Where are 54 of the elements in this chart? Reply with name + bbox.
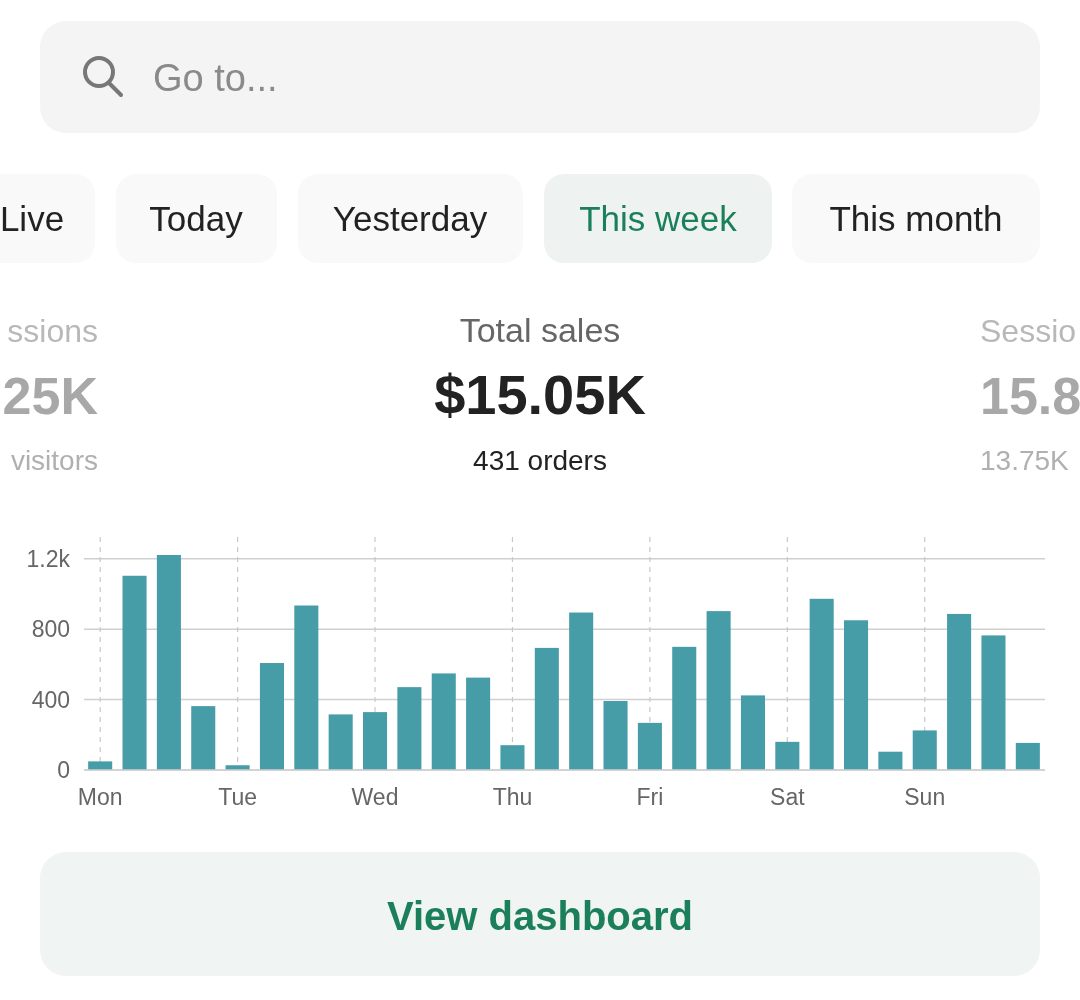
bar — [259, 663, 284, 770]
bar — [672, 646, 697, 770]
text: Sessio — [980, 313, 1077, 349]
text: Today — [149, 199, 244, 238]
bar — [981, 635, 1006, 770]
text: 431 orders — [473, 445, 607, 476]
x-tick-label: Wed — [351, 784, 399, 810]
bar — [534, 647, 559, 770]
bar — [912, 730, 937, 770]
y-tick-label: 400 — [31, 686, 70, 713]
text: This month — [829, 199, 1003, 238]
text: Go to... — [153, 57, 278, 99]
chart-title: Total sales — [459, 311, 621, 349]
bar — [88, 761, 113, 770]
x-tick-label: Mon — [77, 784, 123, 810]
bar — [500, 745, 525, 770]
text: 25K — [2, 367, 99, 425]
x-tick-label: Sun — [904, 784, 946, 810]
y-tick-label: 800 — [31, 616, 70, 643]
bar — [397, 687, 422, 770]
text: visitors — [10, 445, 98, 476]
bar — [844, 620, 869, 770]
bar — [740, 695, 765, 770]
bar — [706, 611, 731, 770]
bar — [809, 598, 834, 770]
bar — [947, 613, 972, 770]
bar — [637, 722, 662, 770]
text: 15.8 — [980, 367, 1080, 425]
bar — [363, 712, 388, 770]
bar — [466, 677, 491, 770]
chart-subtitle: $15.05K — [434, 363, 646, 426]
bar — [603, 701, 628, 770]
x-tick-label: Sat — [770, 784, 806, 810]
bar — [878, 751, 903, 770]
text: ssions — [7, 313, 98, 349]
x-tick-label: Fri — [636, 784, 664, 810]
text: This week — [579, 199, 738, 238]
bar — [1015, 742, 1040, 770]
bar — [294, 605, 319, 770]
bar — [191, 706, 216, 770]
text: Yesterday — [332, 199, 488, 238]
bar — [122, 575, 147, 770]
y-tick-label: 1.2k — [26, 545, 71, 572]
y-tick-label: 0 — [57, 757, 70, 784]
bar — [328, 714, 353, 770]
x-tick-label: Thu — [492, 784, 533, 810]
text: View dashboard — [386, 894, 694, 938]
text: 13.75K — [980, 445, 1070, 476]
bar — [569, 612, 594, 770]
bar — [775, 741, 800, 770]
bar — [156, 555, 181, 770]
text: Live — [0, 199, 65, 238]
x-tick-label: Tue — [218, 784, 257, 810]
bar — [431, 673, 456, 770]
